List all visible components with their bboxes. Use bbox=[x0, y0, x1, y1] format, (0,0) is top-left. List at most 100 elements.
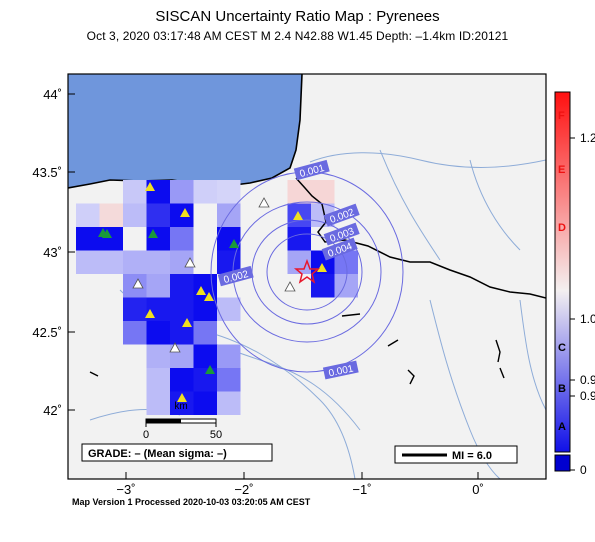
station-triangle-icon bbox=[205, 365, 215, 374]
grid-cell bbox=[146, 250, 170, 274]
grade-letter-F: F bbox=[558, 110, 565, 122]
station-triangle-icon bbox=[102, 229, 112, 238]
lat-label-42.5: 42.5˚ bbox=[32, 325, 62, 340]
station-triangle-icon bbox=[148, 229, 158, 238]
grid-cell bbox=[217, 368, 241, 392]
grid-cell bbox=[170, 250, 194, 274]
mi-box: MI = 6.0 bbox=[394, 445, 518, 464]
grid-cell bbox=[76, 203, 100, 227]
station-triangle-icon bbox=[293, 211, 303, 220]
mi-text: MI = 6.0 bbox=[452, 450, 492, 462]
grid-cell bbox=[146, 203, 170, 227]
grade-text: GRADE: – (Mean sigma: –) bbox=[88, 448, 227, 460]
processing-footer: Map Version 1 Processed 2020-10-03 03:20… bbox=[72, 497, 311, 507]
lat-label-43.5: 43.5˚ bbox=[32, 165, 62, 180]
grid-cell bbox=[170, 274, 194, 298]
colorbar-value-1.2: 1.2 bbox=[580, 131, 595, 145]
grid-cell bbox=[287, 180, 311, 204]
station-triangle-icon bbox=[145, 182, 155, 191]
station-triangle-icon bbox=[177, 393, 187, 402]
station-triangle-icon bbox=[182, 318, 192, 327]
lat-label-43: 43˚ bbox=[43, 245, 62, 260]
grid-cell bbox=[76, 227, 100, 251]
river-lines bbox=[89, 149, 546, 479]
grid-cell bbox=[99, 250, 123, 274]
grid-cell bbox=[193, 180, 217, 204]
grid-cell bbox=[287, 227, 311, 251]
colorbar-value-0.9a: 0.9 bbox=[580, 373, 595, 387]
map-frame bbox=[67, 73, 547, 480]
grade-letter-E: E bbox=[558, 164, 565, 176]
map-title: SISCAN Uncertainty Ratio Map : Pyrenees bbox=[155, 8, 440, 25]
contour-label-text: 0.001 bbox=[328, 363, 355, 379]
colorbar-value-0.9b: 0.9 bbox=[580, 389, 595, 403]
grade-letter-B: B bbox=[558, 383, 566, 395]
grid-cell bbox=[170, 227, 194, 251]
lon-label-0: 0˚ bbox=[472, 482, 484, 497]
grid-cell bbox=[217, 344, 241, 368]
station-triangle-icon bbox=[317, 263, 327, 272]
grid-cell bbox=[146, 180, 170, 204]
grid-cell bbox=[217, 391, 241, 415]
grid-cell bbox=[193, 391, 217, 415]
colorbar-value-1.0: 1.0 bbox=[580, 312, 595, 326]
grid-cell bbox=[99, 203, 123, 227]
grid-cell bbox=[193, 297, 217, 321]
grid-cell bbox=[193, 321, 217, 345]
grade-letter-A: A bbox=[558, 421, 566, 433]
grid-cell bbox=[217, 180, 241, 204]
scale-unit: km bbox=[174, 401, 187, 412]
scale-label-50: 50 bbox=[210, 429, 222, 441]
longitude-axis: −3˚ −2˚ −1˚ 0˚ bbox=[116, 472, 484, 497]
station-triangle-icon bbox=[145, 309, 155, 318]
grid-cell bbox=[311, 274, 335, 298]
grid-cell bbox=[170, 391, 194, 415]
grid-cell bbox=[170, 297, 194, 321]
uncertainty-grid bbox=[76, 180, 358, 415]
colorbar-value-0: 0 bbox=[580, 463, 587, 477]
grid-cell bbox=[123, 297, 147, 321]
station-triangle-icon bbox=[284, 281, 296, 292]
grid-cell bbox=[123, 180, 147, 204]
grid-cell bbox=[123, 321, 147, 345]
station-markers bbox=[98, 182, 327, 402]
station-triangle-icon bbox=[204, 292, 214, 301]
grade-box: GRADE: – (Mean sigma: –) bbox=[81, 443, 273, 462]
grid-cell bbox=[334, 274, 358, 298]
colorbar: F E D C B A 1.2 1.0 0.9 0.9 0 bbox=[554, 91, 595, 477]
station-triangle-icon bbox=[258, 197, 270, 208]
contour-label: 0.001 bbox=[322, 360, 359, 379]
grid-cell bbox=[193, 344, 217, 368]
grade-letter-D: D bbox=[558, 222, 566, 234]
scale-label-0: 0 bbox=[143, 429, 149, 441]
grid-cell bbox=[146, 368, 170, 392]
grid-cell bbox=[170, 368, 194, 392]
latitude-axis: 44˚ 43.5˚ 43˚ 42.5˚ 42˚ bbox=[32, 87, 75, 418]
scale-bar: 0 50 km bbox=[143, 401, 222, 441]
grid-cell bbox=[217, 297, 241, 321]
station-triangle-icon bbox=[229, 239, 239, 248]
station-triangle-icon bbox=[169, 342, 181, 353]
lat-label-42: 42˚ bbox=[43, 403, 62, 418]
epicenter-star-icon bbox=[293, 258, 321, 284]
station-triangle-icon bbox=[132, 278, 144, 289]
grid-cell bbox=[217, 203, 241, 227]
lon-label-minus2: −2˚ bbox=[234, 482, 253, 497]
event-subtitle: Oct 3, 2020 03:17:48 AM CEST M 2.4 N42.8… bbox=[86, 29, 509, 43]
reservoirs bbox=[89, 313, 505, 385]
station-triangle-icon bbox=[196, 286, 206, 295]
grid-cell bbox=[146, 344, 170, 368]
grid-cell bbox=[311, 180, 335, 204]
grid-cell bbox=[146, 274, 170, 298]
grid-cell bbox=[146, 391, 170, 415]
grid-cell bbox=[146, 227, 170, 251]
grade-letter-C: C bbox=[558, 342, 566, 354]
grid-cell bbox=[76, 250, 100, 274]
grid-cell bbox=[123, 203, 147, 227]
station-triangle-icon bbox=[184, 257, 196, 268]
grid-cell bbox=[170, 180, 194, 204]
lon-label-minus1: −1˚ bbox=[352, 482, 371, 497]
sea-area bbox=[68, 74, 302, 188]
